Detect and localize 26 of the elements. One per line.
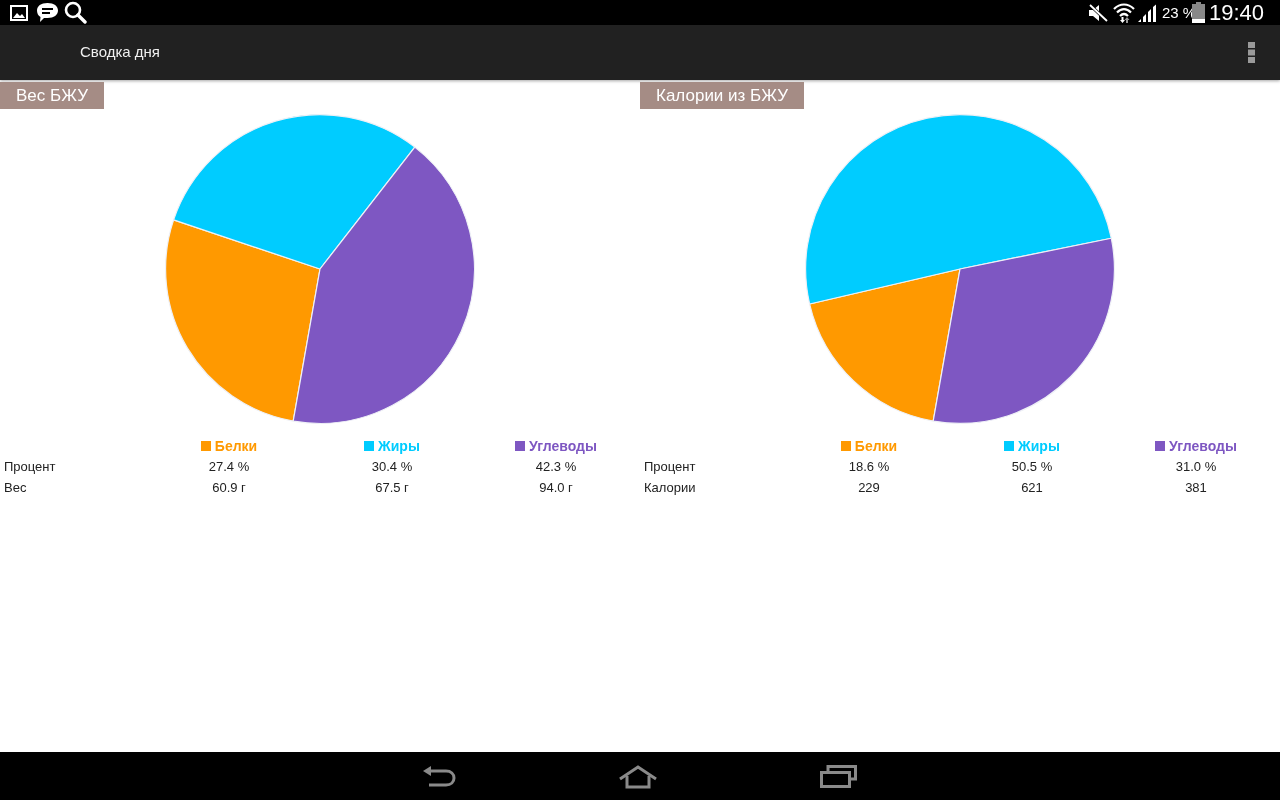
legend-label: Жиры (1018, 437, 1060, 455)
legend-label: Углеводы (529, 437, 597, 455)
data-label: 42.3 % (535, 459, 577, 474)
text: 621 (1021, 480, 1043, 495)
text: 381 (1185, 480, 1207, 495)
data-label: 50.5 % (1011, 459, 1053, 474)
text: 67.5 г (375, 480, 409, 495)
legend-label: Белки (214, 437, 258, 455)
text: 229 (858, 480, 880, 495)
text: Процент (4, 459, 56, 474)
data-label: 31.0 % (1175, 459, 1217, 474)
legend-label: Жиры (378, 437, 420, 455)
chart-title: Калории из БЖУ (656, 86, 789, 105)
chart-title: Вес БЖУ (16, 86, 89, 105)
text: Процент (644, 459, 696, 474)
data-label: 27.4 % (208, 459, 250, 474)
text: 60.9 г (212, 480, 246, 495)
text: 19:40 (1209, 0, 1265, 25)
data-label: 18.6 % (848, 459, 890, 474)
legend-label: Белки (854, 437, 898, 455)
text: Сводка дня (80, 43, 160, 60)
legend-label: Углеводы (1169, 437, 1237, 455)
text: Вес (4, 480, 27, 495)
text: Калории (644, 480, 696, 495)
data-label: 30.4 % (371, 459, 413, 474)
text: 94.0 г (539, 480, 573, 495)
